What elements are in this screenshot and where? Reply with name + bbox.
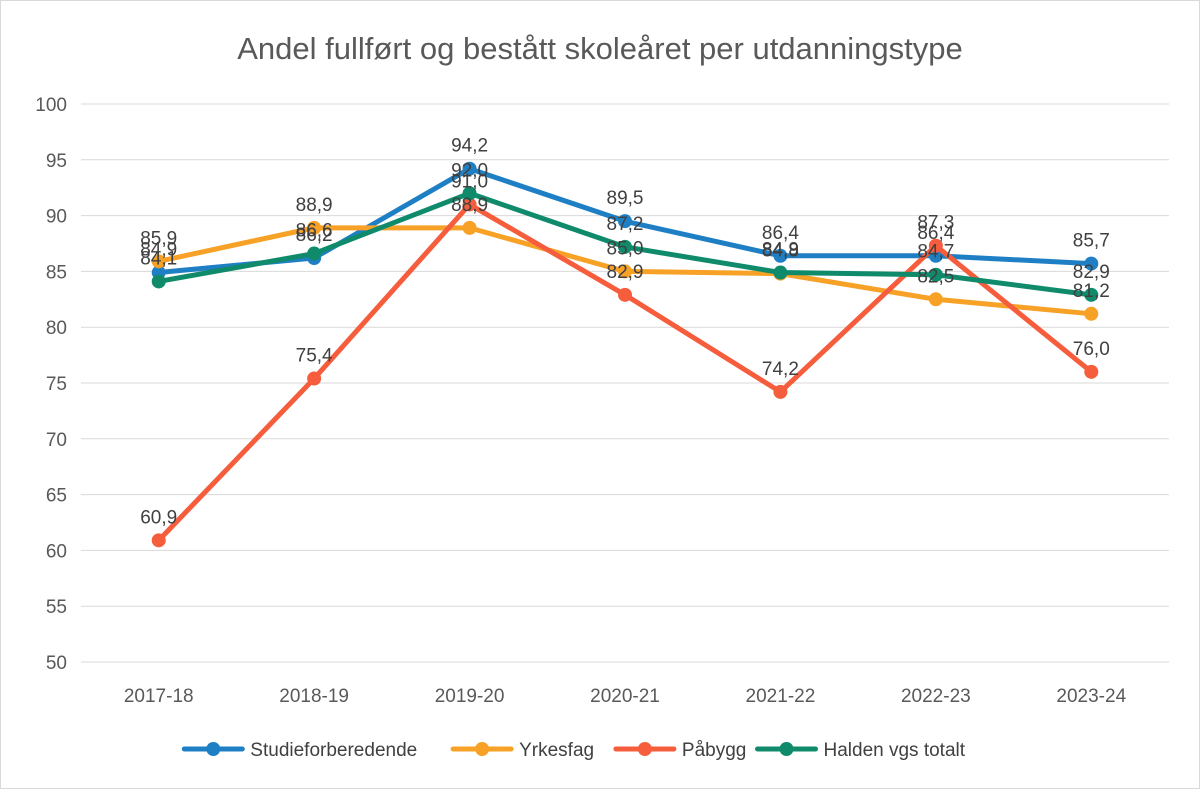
x-tick-label: 2021-22 <box>746 686 816 707</box>
series-halden-vgs-totalt <box>151 186 1099 302</box>
data-point[interactable] <box>151 254 166 269</box>
legend-swatch-marker <box>779 742 794 756</box>
data-label: 81,2 <box>1073 281 1110 302</box>
data-point[interactable] <box>928 292 943 307</box>
legend-swatch-marker <box>206 742 221 756</box>
legend-label: Studieforberedende <box>250 740 417 761</box>
data-point[interactable] <box>1084 364 1099 379</box>
y-tick-label: 75 <box>46 374 67 395</box>
data-point[interactable] <box>307 371 322 386</box>
data-point[interactable] <box>928 238 943 253</box>
legend-item[interactable]: Halden vgs totalt <box>755 740 966 761</box>
data-point[interactable] <box>773 384 788 399</box>
series-yrkesfag <box>151 220 1099 321</box>
data-label: 82,9 <box>1073 262 1110 283</box>
data-label: 84,8 <box>762 241 799 262</box>
data-point[interactable] <box>1084 256 1099 271</box>
x-tick-label: 2018-19 <box>279 686 349 707</box>
data-label: 84,1 <box>140 248 177 269</box>
y-tick-label: 60 <box>46 541 67 562</box>
y-tick-label: 65 <box>46 486 67 507</box>
y-tick-label: 70 <box>46 430 67 451</box>
legend-label: Halden vgs totalt <box>824 740 966 761</box>
data-label: 84,9 <box>762 240 799 261</box>
data-point[interactable] <box>773 248 788 263</box>
data-label: 76,0 <box>1073 339 1110 360</box>
data-label: 86,4 <box>762 223 799 244</box>
data-label: 89,5 <box>607 188 644 209</box>
series-p-bygg <box>151 197 1099 548</box>
legend-swatch-marker <box>637 742 652 756</box>
data-label: 75,4 <box>296 346 333 367</box>
data-point[interactable] <box>462 186 477 201</box>
data-label: 88,9 <box>296 195 333 216</box>
data-label: 82,9 <box>607 262 644 283</box>
x-tick-label: 2023-24 <box>1056 686 1126 707</box>
data-label: 85,0 <box>607 238 644 259</box>
data-label: 60,9 <box>140 507 177 528</box>
x-tick-label: 2017-18 <box>124 686 194 707</box>
data-point[interactable] <box>307 246 322 261</box>
legend-item[interactable]: Påbygg <box>613 740 746 761</box>
y-tick-label: 55 <box>46 597 67 618</box>
y-tick-label: 80 <box>46 318 67 339</box>
data-label: 74,2 <box>762 359 799 380</box>
legend[interactable]: Studieforberedende Yrkesfag Påbygg Halden v… <box>181 740 966 761</box>
data-label: 84,7 <box>917 242 954 263</box>
data-point[interactable] <box>618 287 632 302</box>
data-label: 82,5 <box>917 266 954 287</box>
data-point[interactable] <box>462 197 477 212</box>
y-tick-label: 95 <box>46 151 67 172</box>
data-label: 86,4 <box>917 223 954 244</box>
x-tick-label: 2022-23 <box>901 686 971 707</box>
data-label: 88,9 <box>451 195 488 216</box>
data-label: 84,9 <box>140 240 177 261</box>
y-axis-ticks: 50 55 60 65 70 75 80 85 90 95 100 <box>35 95 67 674</box>
data-point[interactable] <box>307 220 322 235</box>
data-point[interactable] <box>151 274 166 289</box>
data-point[interactable] <box>151 533 166 548</box>
x-tick-label: 2019-20 <box>435 686 505 707</box>
data-point[interactable] <box>462 161 477 176</box>
data-labels: 84,9 86,2 94,2 89,5 86,4 86,4 85,7 85,9 88,9 88,9… <box>140 136 1110 529</box>
data-label: 86,6 <box>296 221 333 242</box>
legend-swatch-marker <box>475 742 490 756</box>
data-point[interactable] <box>1084 287 1099 302</box>
data-label: 86,2 <box>296 225 333 246</box>
data-label: 85,9 <box>140 228 177 249</box>
data-point[interactable] <box>618 214 632 229</box>
data-point[interactable] <box>618 239 632 254</box>
y-tick-label: 90 <box>46 207 67 228</box>
data-label: 92,0 <box>451 160 488 181</box>
data-label: 94,2 <box>451 136 488 157</box>
x-axis-ticks: 2017-18 2018-19 2019-20 2020-21 2021-22 2022-… <box>124 686 1127 707</box>
data-point[interactable] <box>773 265 788 280</box>
y-tick-label: 100 <box>35 95 67 116</box>
legend-label: Yrkesfag <box>519 740 594 761</box>
y-tick-label: 85 <box>46 262 67 283</box>
data-label: 87,3 <box>917 213 954 234</box>
x-tick-label: 2020-21 <box>590 686 660 707</box>
data-label: 85,7 <box>1073 231 1110 252</box>
data-point[interactable] <box>462 220 477 235</box>
legend-item[interactable]: Yrkesfag <box>450 740 594 761</box>
data-label: 91,0 <box>451 171 488 192</box>
data-point[interactable] <box>1084 306 1099 321</box>
chart-title: Andel fullført og bestått skoleåret per … <box>237 31 963 66</box>
legend-label: Påbygg <box>682 740 746 761</box>
data-point[interactable] <box>618 264 632 279</box>
data-point[interactable] <box>928 267 943 282</box>
data-label: 87,2 <box>607 214 644 235</box>
y-tick-label: 50 <box>46 653 67 674</box>
series-layer <box>151 161 1099 548</box>
legend-item[interactable]: Studieforberedende <box>181 740 417 761</box>
